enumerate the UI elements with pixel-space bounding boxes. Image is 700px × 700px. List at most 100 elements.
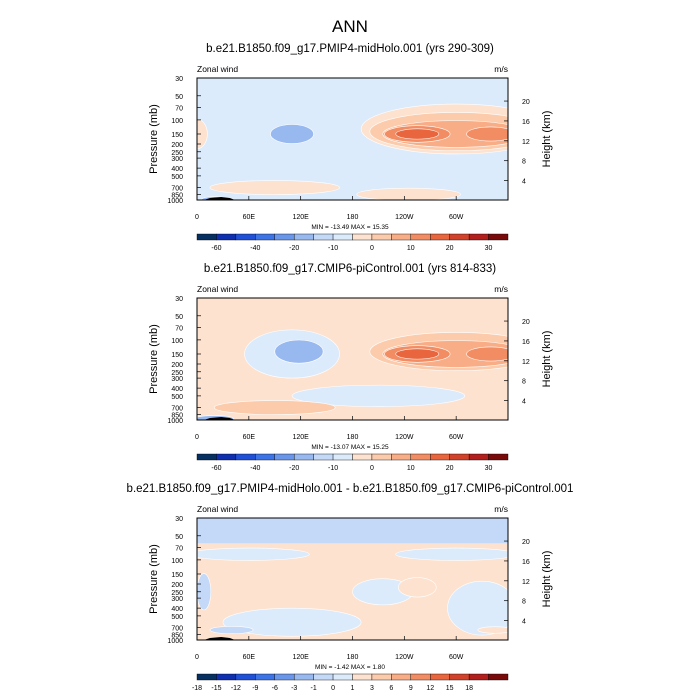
colorbar-swatch: [196, 673, 217, 681]
height-tick-label: 20: [522, 319, 530, 326]
colorbar-swatch: [293, 673, 314, 681]
colorbar-swatch: [216, 233, 237, 241]
colorbar-swatch: [235, 673, 256, 681]
pressure-tick-label: 250: [171, 590, 183, 597]
pressure-tick-label: 50: [175, 314, 183, 321]
colorbar-label: 1: [351, 685, 355, 692]
height-tick-label: 16: [522, 339, 530, 346]
colorbar-swatch: [332, 673, 353, 681]
min-max-stats: MIN = -1.42 MAX = 1.80: [315, 664, 385, 671]
colorbar-label: 20: [446, 245, 454, 252]
colorbar: -60 -40 -20 -10 0 10 20 30: [196, 233, 509, 252]
colorbar-swatch: [391, 453, 412, 461]
colorbar-label: 30: [485, 465, 493, 472]
contour-region: [356, 187, 461, 200]
units-label: m/s: [494, 64, 508, 74]
lon-tick-label: 0: [195, 434, 199, 441]
pressure-tick-label: 400: [171, 386, 183, 393]
contour-region: [213, 400, 336, 415]
pressure-tick-label: 250: [171, 370, 183, 377]
chart-panel-1: b.e21.B1850.f09_g17.PMIP4-midHolo.001 (y…: [148, 43, 553, 252]
min-max-stats: MIN = -13.49 MAX = 15.35: [311, 224, 389, 231]
colorbar-swatch: [391, 233, 412, 241]
lon-tick-label: 60W: [449, 654, 464, 661]
lon-tick-label: 120E: [292, 214, 309, 221]
colorbar-swatch: [216, 673, 237, 681]
pressure-tick-label: 500: [171, 614, 183, 621]
pressure-tick-label: 300: [171, 376, 183, 383]
colorbar-swatch: [313, 453, 334, 461]
colorbar-label: 0: [331, 685, 335, 692]
colorbar-label: -40: [250, 465, 260, 472]
colorbar-swatch: [332, 453, 353, 461]
colorbar-label: -9: [252, 685, 258, 692]
contour-region: [197, 547, 310, 561]
colorbar-swatch: [352, 673, 373, 681]
colorbar-swatch: [430, 673, 450, 681]
colorbar-label: -10: [328, 245, 338, 252]
colorbar-swatch: [468, 453, 489, 461]
colorbar-label: 6: [389, 685, 393, 692]
colorbar-label: 18: [465, 685, 473, 692]
colorbar-swatch: [468, 233, 489, 241]
lon-tick-label: 60E: [243, 214, 256, 221]
pressure-tick-label: 400: [171, 166, 183, 173]
panel-title: b.e21.B1850.f09_g17.PMIP4-midHolo.001 (y…: [206, 43, 494, 55]
pressure-tick-label: 50: [175, 94, 183, 101]
pressure-tick-label: 850: [171, 632, 183, 639]
pressure-tick-label: 1000: [167, 638, 183, 645]
pressure-tick-label: 700: [171, 406, 183, 413]
lon-tick-label: 120W: [395, 434, 414, 441]
pressure-tick-label: 200: [171, 142, 183, 149]
colorbar-swatch: [293, 233, 314, 241]
height-tick-label: 4: [522, 619, 526, 626]
contour-band: [197, 518, 508, 544]
contour-region: [466, 346, 508, 362]
pressure-tick-label: 850: [171, 412, 183, 419]
terrain-mask: [203, 417, 236, 420]
colorbar-swatch: [352, 233, 373, 241]
colorbar-label: -60: [211, 465, 221, 472]
pressure-tick-label: 850: [171, 192, 183, 199]
colorbar-swatch: [488, 673, 509, 681]
y2-axis-label: Height (km): [541, 111, 553, 168]
colorbar-swatch: [293, 453, 314, 461]
y-axis-label: Pressure (mb): [148, 544, 160, 614]
panel-title: b.e21.B1850.f09_g17.PMIP4-midHolo.001 - …: [127, 483, 574, 495]
colorbar-label: 20: [446, 465, 454, 472]
contour-region: [291, 384, 466, 407]
colorbar-swatch: [274, 453, 295, 461]
colorbar-label: 0: [370, 465, 374, 472]
height-tick-label: 8: [522, 379, 526, 386]
pressure-tick-label: 70: [175, 325, 183, 332]
pressure-tick-label: 500: [171, 174, 183, 181]
lon-tick-label: 180: [347, 214, 359, 221]
pressure-tick-label: 50: [175, 534, 183, 541]
pressure-tick-label: 70: [175, 545, 183, 552]
contour-region: [209, 180, 340, 195]
colorbar-swatch: [410, 453, 431, 461]
colorbar-swatch: [332, 233, 353, 241]
contour-region: [395, 348, 440, 360]
colorbar-label: -40: [250, 245, 260, 252]
colorbar-swatch: [371, 453, 392, 461]
colorbar-swatch: [371, 673, 392, 681]
colorbar-swatch: [235, 453, 256, 461]
colorbar-label: -6: [272, 685, 278, 692]
panels: b.e21.B1850.f09_g17.PMIP4-midHolo.001 (y…: [127, 43, 574, 692]
variable-label: Zonal wind: [197, 284, 238, 294]
height-tick-label: 8: [522, 599, 526, 606]
pressure-tick-label: 100: [171, 558, 183, 565]
colorbar-swatch: [255, 233, 275, 241]
colorbar-swatch: [274, 233, 295, 241]
pressure-tick-label: 1000: [167, 198, 183, 205]
colorbar-swatch: [313, 673, 334, 681]
height-tick-label: 20: [522, 99, 530, 106]
lon-tick-label: 120W: [395, 654, 414, 661]
pressure-tick-label: 1000: [167, 418, 183, 425]
colorbar-swatch: [430, 233, 450, 241]
colorbar-label: -10: [328, 465, 338, 472]
y2-axis-label: Height (km): [541, 331, 553, 388]
contour-region: [395, 547, 508, 561]
